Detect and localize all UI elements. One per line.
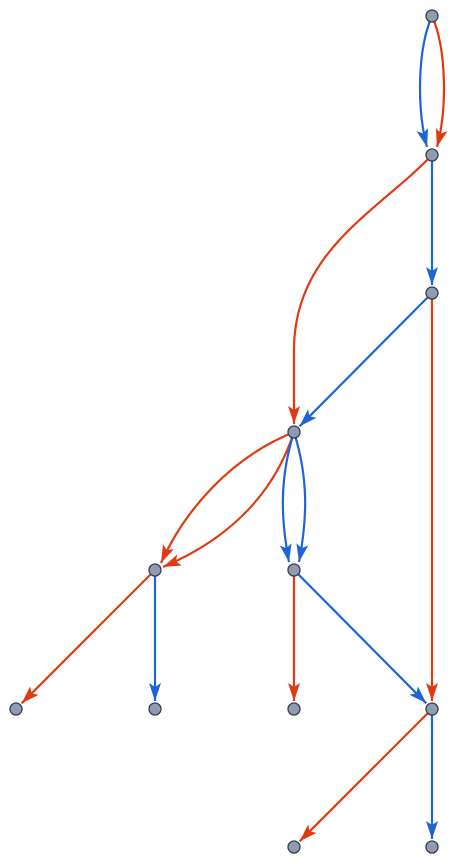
- node: [148, 563, 162, 577]
- node: [425, 840, 439, 854]
- node: [287, 840, 301, 854]
- edge: [279, 431, 296, 563]
- node: [425, 9, 439, 23]
- edges: [20, 15, 448, 843]
- edge: [298, 708, 433, 843]
- edge: [298, 292, 433, 428]
- edge: [159, 430, 295, 564]
- node: [148, 702, 162, 716]
- node: [425, 286, 439, 300]
- node: [287, 563, 301, 577]
- edge: [293, 569, 428, 705]
- edge: [288, 154, 433, 424]
- edge: [292, 431, 309, 563]
- node: [287, 425, 301, 439]
- node: [9, 702, 23, 716]
- node: [425, 702, 439, 716]
- edge: [162, 431, 296, 569]
- edge: [416, 15, 434, 148]
- node: [425, 148, 439, 162]
- node: [287, 702, 301, 716]
- edge: [20, 569, 156, 705]
- nodes: [9, 9, 439, 854]
- edge: [430, 15, 448, 148]
